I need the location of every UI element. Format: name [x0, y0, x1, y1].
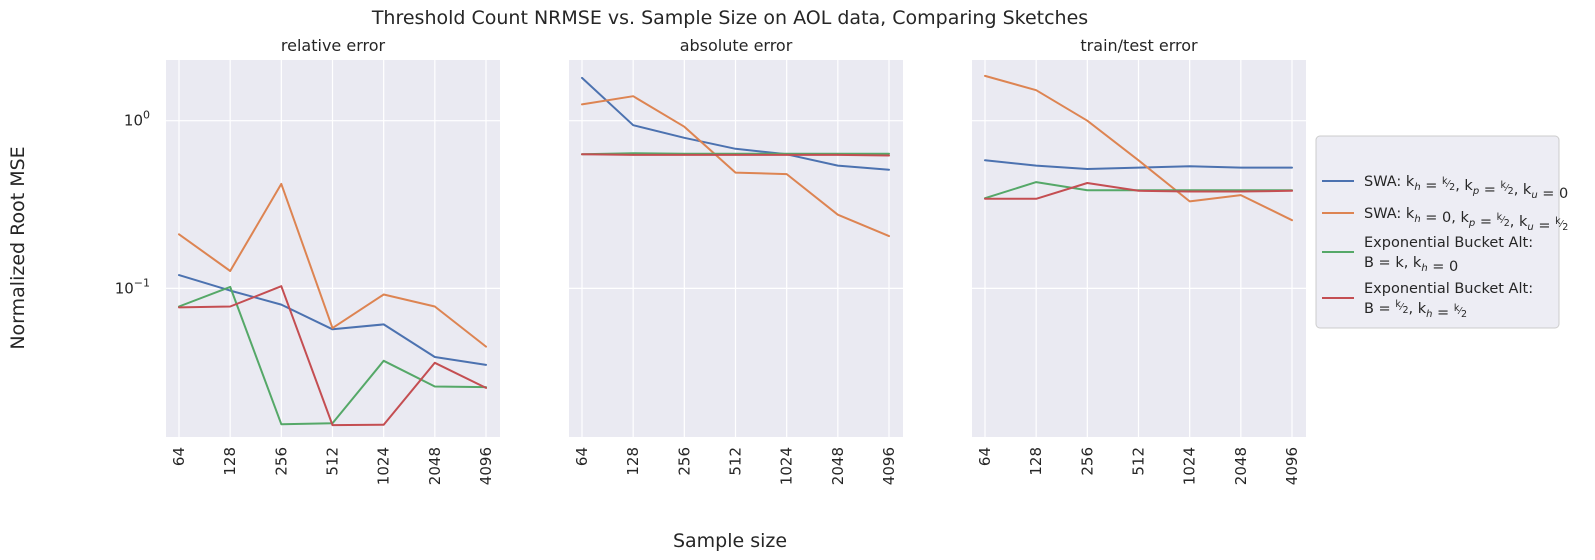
x-tick-label: 512	[727, 447, 745, 476]
legend-label: B = k, kh = 0	[1364, 255, 1458, 275]
legend-entry: Exponential Bucket Alt: B = k, kh = 0	[1322, 235, 1533, 275]
legend-entry: SWA: kh = 0, kp = k⁄2, ku = k⁄2	[1322, 206, 1568, 234]
series-line-2	[984, 74, 1293, 222]
x-tick-label: 256	[1078, 447, 1096, 476]
x-tick-label: 2048	[426, 447, 444, 485]
y-tick-label: 10−1	[115, 276, 150, 297]
series-line-1	[984, 159, 1293, 170]
legend-label: SWA: kh = k⁄2, kp = k⁄2, ku = 0	[1364, 174, 1568, 202]
x-tick-label: 2048	[829, 447, 847, 485]
series-line-4	[581, 153, 890, 157]
x-tick-label: 128	[624, 447, 642, 476]
panels: relative error 64 128 256 512 1024 2048 4096 100…	[115, 36, 1306, 485]
x-axis-label: Sample size	[673, 530, 787, 552]
x-tick-label: 64	[976, 447, 994, 466]
legend-label: SWA: kh = 0, kp = k⁄2, ku = k⁄2	[1364, 206, 1568, 234]
legend-label: Exponential Bucket Alt:	[1364, 281, 1533, 297]
legend-entry: Exponential Bucket Alt: B = k⁄2, kh = k⁄2	[1322, 281, 1533, 321]
x-tick-label: 1024	[1181, 447, 1199, 485]
x-tick-label: 1024	[375, 447, 393, 485]
y-axis-label: Normalized Root MSE	[7, 146, 29, 349]
x-tick-label: 64	[573, 447, 591, 466]
x-tick-label: 4096	[1283, 447, 1301, 485]
x-tick-label: 2048	[1232, 447, 1250, 485]
series-line-4	[178, 285, 487, 427]
x-tick-label: 4096	[880, 447, 898, 485]
series-line-4	[984, 182, 1293, 200]
x-tick-label: 256	[675, 447, 693, 476]
panel-title: train/test error	[1080, 36, 1198, 55]
x-tick-label: 512	[324, 447, 342, 476]
x-tick-label: 1024	[778, 447, 796, 485]
x-tick-label: 4096	[477, 447, 495, 485]
legend-label: Exponential Bucket Alt:	[1364, 235, 1533, 251]
series-line-1	[581, 76, 890, 171]
x-tick-label: 128	[221, 447, 239, 476]
series-line-1	[178, 274, 487, 366]
chart-title: Threshold Count NRMSE vs. Sample Size on…	[371, 7, 1088, 29]
panel-title: relative error	[281, 36, 386, 55]
legend-entry: SWA: kh = k⁄2, kp = k⁄2, ku = 0	[1322, 174, 1568, 202]
panel-1: relative error 64 128 256 512 1024 2048 4096 100…	[115, 36, 500, 485]
panel-3: train/test error 64 128 256 512 1024 2048 4096	[972, 36, 1306, 485]
y-tick-label: 100	[124, 109, 150, 130]
legend-box	[1315, 135, 1560, 329]
x-tick-label: 128	[1027, 447, 1045, 476]
x-tick-label: 256	[272, 447, 290, 476]
series-line-2	[581, 95, 890, 238]
panel-2: absolute error 64 128 256 512 1024 2048 4096	[569, 36, 903, 485]
series-line-2	[178, 182, 487, 348]
x-tick-label: 512	[1130, 447, 1148, 476]
x-tick-label: 64	[170, 447, 188, 466]
series-line-3	[581, 152, 890, 156]
panel-title: absolute error	[680, 36, 793, 55]
legend-label: B = k⁄2, kh = k⁄2	[1364, 299, 1467, 321]
legend: SWA: kh = k⁄2, kp = k⁄2, ku = 0 SWA: kh =…	[1315, 135, 1568, 329]
